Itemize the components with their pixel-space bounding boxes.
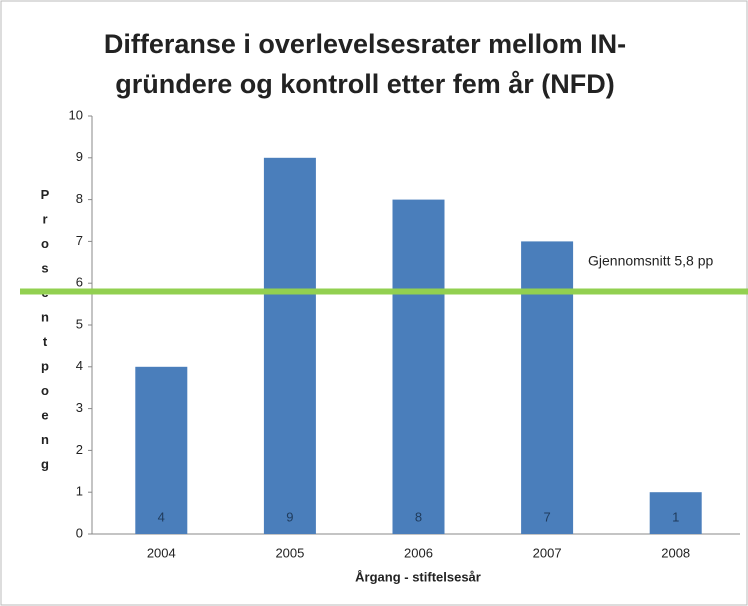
chart-title: gründere og kontroll etter fem år (NFD) — [115, 69, 615, 99]
bar — [263, 157, 316, 535]
x-tick-label: 2005 — [275, 545, 304, 560]
y-tick-label: 7 — [76, 233, 83, 248]
y-tick-label: 4 — [76, 358, 83, 373]
x-tick-label: 2006 — [404, 545, 433, 560]
y-tick-label: 8 — [76, 191, 83, 206]
y-tick-label: 5 — [76, 316, 83, 331]
y-tick-label: 1 — [76, 484, 83, 499]
data-label: 4 — [158, 509, 165, 524]
data-label: 7 — [543, 509, 550, 524]
y-tick-label: 2 — [76, 442, 83, 457]
x-tick-label: 2004 — [147, 545, 176, 560]
chart-title: Differanse i overlevelsesrater mellom IN… — [104, 29, 626, 59]
y-tick-label: 3 — [76, 400, 83, 415]
y-tick-label: 0 — [76, 525, 83, 540]
average-label: Gjennomsnitt 5,8 pp — [588, 252, 714, 268]
data-label: 9 — [286, 509, 293, 524]
bar — [392, 199, 445, 534]
data-label: 1 — [672, 509, 679, 524]
x-axis-label: Årgang - stiftelsesår — [355, 569, 481, 584]
data-label: 8 — [415, 509, 422, 524]
x-tick-label: 2007 — [533, 545, 562, 560]
x-tick-label: 2008 — [661, 545, 690, 560]
y-tick-label: 6 — [76, 275, 83, 290]
y-tick-label: 9 — [76, 149, 83, 164]
bar — [135, 366, 188, 534]
bar — [521, 241, 574, 534]
y-tick-label: 10 — [69, 107, 83, 122]
bar — [649, 492, 702, 534]
